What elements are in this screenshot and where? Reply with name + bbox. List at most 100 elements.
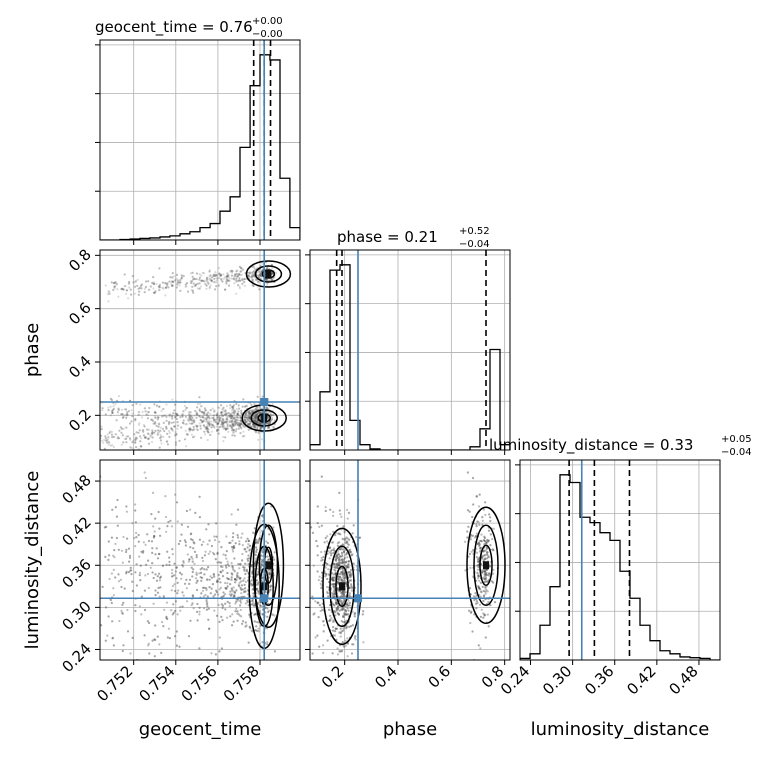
scatter-point: [170, 415, 173, 418]
scatter-point: [248, 412, 252, 415]
scatter-point: [268, 421, 271, 424]
scatter-point: [143, 407, 146, 410]
scatter-point: [190, 289, 193, 292]
scatter-point: [224, 421, 227, 424]
scatter-point: [254, 413, 257, 417]
scatter-point: [230, 545, 234, 549]
scatter-point: [191, 417, 194, 420]
scatter-point: [100, 439, 103, 442]
scatter-point: [222, 410, 225, 413]
scatter-point: [195, 413, 198, 416]
scatter-point: [202, 411, 205, 414]
scatter-point: [175, 414, 178, 417]
scatter-point: [184, 415, 187, 418]
scatter-point: [250, 425, 253, 428]
scatter-point: [173, 425, 176, 428]
scatter-point: [131, 580, 134, 583]
scatter-point: [236, 275, 239, 278]
scatter-point: [198, 516, 201, 519]
scatter-point: [237, 422, 240, 425]
scatter-point: [269, 413, 273, 416]
scatter-point: [138, 410, 141, 413]
scatter-point: [165, 530, 168, 533]
scatter-point: [135, 437, 138, 440]
scatter-point: [126, 411, 129, 414]
scatter-point: [195, 588, 199, 592]
density-contour: [245, 260, 292, 288]
scatter-point: [248, 416, 251, 419]
scatter-point: [111, 409, 114, 412]
scatter-point: [248, 417, 251, 420]
scatter-point: [146, 428, 149, 431]
scatter-point: [246, 599, 249, 602]
scatter-point: [226, 412, 229, 415]
scatter-point: [218, 620, 221, 624]
scatter-point: [233, 411, 237, 414]
scatter-point: [107, 436, 110, 439]
scatter-point: [159, 439, 162, 442]
scatter-point: [104, 435, 107, 438]
scatter-point: [239, 586, 242, 590]
scatter-point: [152, 422, 155, 425]
scatter-point: [116, 435, 119, 438]
scatter-point: [176, 427, 179, 430]
scatter-point: [199, 402, 202, 405]
scatter-point: [232, 411, 235, 414]
scatter-point: [109, 397, 112, 400]
scatter-point: [177, 589, 180, 592]
scatter-point: [224, 602, 227, 605]
scatter-point: [151, 491, 155, 494]
scatter-point: [227, 412, 230, 415]
scatter-point: [220, 419, 223, 422]
scatter-point: [179, 571, 182, 575]
scatter-point: [123, 587, 126, 590]
scatter-point: [266, 266, 269, 270]
scatter-point: [108, 431, 111, 434]
scatter-point: [211, 424, 214, 427]
scatter-point: [111, 411, 114, 414]
scatter-point: [226, 582, 229, 585]
scatter-point: [214, 273, 217, 276]
scatter-point: [184, 415, 187, 418]
scatter-point: [226, 419, 229, 422]
scatter-point: [123, 273, 126, 276]
panel-geocent-time-vs-geocent-time: [95, 39, 301, 245]
scatter-point: [235, 419, 238, 422]
scatter-point: [231, 427, 234, 430]
scatter-point: [112, 587, 115, 590]
scatter-point: [260, 275, 263, 278]
scatter-point: [255, 415, 258, 419]
scatter-point: [254, 417, 257, 420]
scatter-point: [207, 523, 210, 526]
scatter-point: [260, 554, 263, 557]
scatter-point: [243, 434, 246, 437]
scatter-point: [155, 579, 159, 582]
scatter-point: [130, 293, 133, 296]
scatter-point: [229, 404, 232, 407]
scatter-point: [166, 283, 169, 286]
scatter-point: [220, 421, 223, 424]
scatter-point: [142, 541, 145, 544]
scatter-point: [223, 426, 226, 430]
scatter-point: [193, 435, 196, 438]
scatter-point: [215, 414, 219, 417]
scatter-point: [240, 412, 243, 415]
scatter-point: [186, 282, 189, 285]
scatter-point: [131, 522, 134, 525]
scatter-point: [121, 416, 124, 419]
scatter-point: [192, 568, 195, 571]
scatter-point: [177, 281, 180, 284]
scatter-point: [224, 288, 227, 291]
scatter-point: [240, 267, 243, 270]
scatter-point: [259, 273, 262, 276]
scatter-point: [218, 406, 221, 410]
scatter-point: [199, 427, 202, 430]
scatter-point: [196, 287, 199, 290]
scatter-point: [131, 404, 134, 407]
scatter-point: [250, 277, 253, 280]
scatter-point: [140, 437, 143, 440]
scatter-point: [156, 433, 159, 436]
scatter-point: [229, 270, 232, 273]
scatter-point: [131, 275, 134, 278]
scatter-point: [209, 274, 212, 277]
